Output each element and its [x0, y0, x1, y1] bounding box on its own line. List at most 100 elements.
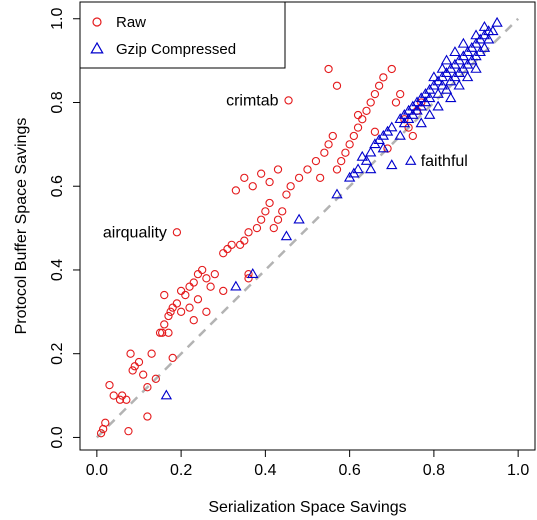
raw-point	[278, 207, 287, 216]
raw-point	[311, 156, 321, 166]
raw-point	[240, 173, 249, 183]
gzip-point	[445, 92, 457, 103]
gzip-point	[352, 163, 364, 174]
raw-point	[202, 307, 211, 316]
raw-point	[158, 328, 167, 337]
raw-point	[284, 96, 293, 105]
raw-point	[370, 89, 380, 99]
raw-point	[404, 123, 413, 132]
raw-point	[379, 73, 388, 82]
raw-point	[265, 177, 274, 187]
gzip-point	[423, 92, 436, 103]
gzip-point	[478, 21, 491, 31]
raw-point	[147, 349, 156, 358]
raw-point	[105, 380, 114, 390]
raw-point	[294, 173, 304, 183]
raw-point	[286, 182, 295, 191]
gzip-point	[331, 188, 343, 199]
raw-point	[231, 186, 241, 195]
raw-point	[240, 236, 249, 245]
raw-point	[151, 374, 160, 383]
raw-point	[324, 64, 333, 74]
raw-point	[117, 391, 127, 400]
gzip-point	[470, 29, 482, 40]
legend-gzip-label: Gzip Compressed	[116, 41, 236, 58]
raw-point	[341, 148, 350, 157]
y-tick-label: 0.2	[49, 342, 66, 364]
annotation-airquality: airquality	[103, 224, 167, 241]
gzip-point	[470, 62, 482, 73]
raw-point	[166, 307, 175, 316]
raw-point	[345, 140, 354, 149]
x-tick-label: 1.0	[507, 462, 529, 479]
raw-point	[282, 190, 291, 199]
gzip-point	[482, 33, 495, 44]
x-tick-label: 0.4	[254, 462, 276, 479]
raw-point	[210, 269, 219, 279]
gzip-point	[419, 96, 432, 107]
raw-point	[143, 412, 152, 421]
raw-point	[155, 328, 165, 337]
gzip-point	[423, 108, 436, 119]
x-tick-label: 0.8	[423, 462, 445, 479]
gzip-point	[432, 100, 444, 111]
raw-point	[337, 156, 346, 166]
raw-point	[332, 165, 342, 174]
gzip-point	[247, 268, 259, 278]
gzip-point	[386, 159, 398, 170]
raw-point	[248, 182, 257, 191]
gzip-point	[348, 167, 360, 178]
raw-point	[328, 131, 337, 141]
raw-point	[366, 98, 375, 107]
raw-point	[164, 311, 173, 321]
raw-point	[124, 427, 133, 436]
gzip-point	[436, 62, 449, 73]
gzip-point	[394, 129, 406, 140]
gzip-point	[356, 150, 368, 161]
raw-point	[115, 395, 125, 404]
gzip-point	[478, 41, 491, 52]
gzip-point	[415, 100, 427, 111]
raw-point	[273, 165, 283, 174]
raw-point	[128, 366, 137, 375]
raw-point	[324, 140, 333, 149]
raw-point	[349, 131, 358, 141]
annotation-faithful: faithful	[421, 153, 468, 170]
gzip-point	[364, 146, 377, 157]
raw-point	[261, 207, 270, 216]
y-axis-title: Protocol Buffer Space Savings	[13, 118, 30, 335]
raw-point	[101, 418, 110, 427]
gzip-point	[436, 79, 449, 90]
y-tick-label: 1.0	[49, 8, 66, 30]
gzip-point	[293, 213, 305, 224]
raw-point	[172, 299, 182, 308]
reference-line-layer	[95, 17, 520, 439]
y-tick-label: 0.0	[49, 426, 66, 448]
gzip-point	[440, 83, 453, 94]
raw-point	[181, 290, 190, 300]
annotation-layer: crimtab airquality faithful	[103, 92, 468, 241]
raw-point	[391, 98, 401, 107]
raw-point	[252, 223, 262, 233]
raw-point	[160, 290, 169, 300]
raw-point	[273, 215, 283, 224]
x-tick-label: 0.0	[86, 462, 108, 479]
raw-point	[387, 64, 396, 74]
raw-point	[374, 81, 384, 90]
reference-line	[95, 17, 520, 439]
raw-point	[143, 383, 152, 392]
gzip-point	[487, 25, 499, 36]
raw-point	[168, 353, 177, 363]
gzip-point	[407, 108, 419, 119]
gzip-point	[432, 88, 444, 98]
raw-point	[396, 89, 405, 99]
legend-raw-label: Raw	[116, 14, 146, 31]
legend-raw-marker	[92, 17, 102, 27]
legend: Raw Gzip Compressed	[79, 1, 286, 69]
raw-point	[244, 274, 253, 283]
gzip-point	[449, 46, 461, 57]
raw-point	[223, 244, 232, 254]
gzip-point	[386, 121, 398, 132]
gzip-point	[377, 142, 390, 153]
